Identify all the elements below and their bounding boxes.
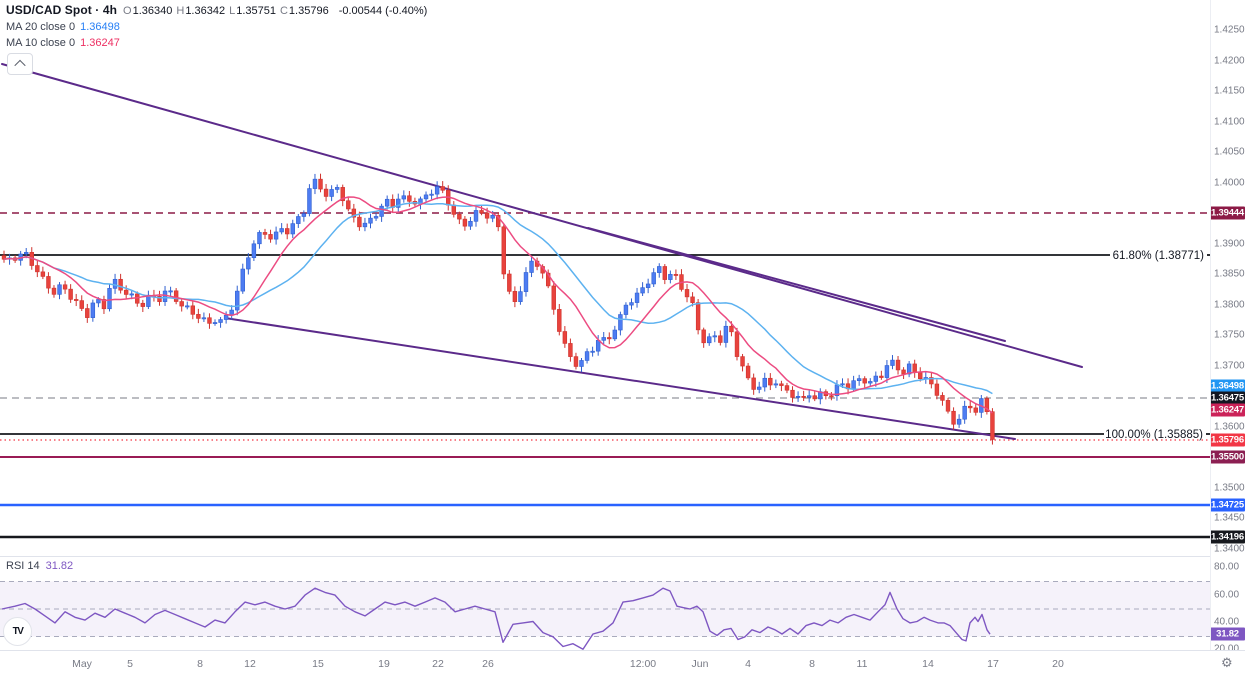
fib-level-label: 100.00% (1.35885)	[1105, 429, 1203, 441]
time-axis-label: 12:00	[629, 658, 657, 670]
price-axis-label: 1.38000	[1214, 299, 1245, 311]
gear-glyph: ⚙	[1221, 655, 1233, 670]
horizontal-price-levels	[0, 212, 1210, 539]
price-badge: 31.82	[1210, 627, 1245, 641]
timezone-settings-gear-icon[interactable]: ⚙	[1221, 655, 1233, 671]
price-axis-label: 40.00	[1214, 616, 1240, 628]
price-badge: 1.35796	[1210, 433, 1245, 447]
price-axis-label: 1.37500	[1214, 329, 1245, 341]
time-axis-label: 22	[432, 658, 444, 670]
price-axis-label: 1.35000	[1214, 482, 1245, 494]
rsi-line	[1, 587, 991, 650]
time-axis-label: 4	[745, 658, 751, 670]
price-axis-label: 20.00	[1214, 643, 1240, 655]
price-axis-label: 1.34500	[1214, 512, 1245, 524]
price-axis-label: 1.39000	[1214, 238, 1245, 250]
ma10-value: 1.36247	[80, 37, 120, 49]
ohlc-item: C1.35796	[279, 5, 329, 17]
ma20-legend-row: MA 20 close 0 1.36498	[6, 21, 427, 33]
chart-legend: USD/CAD Spot · 4h O1.36340 H1.36342 L1.357…	[6, 3, 427, 49]
price-badge: 1.34725	[1210, 498, 1245, 512]
ohlc-item: H1.36342	[176, 5, 226, 17]
time-axis[interactable]: May 5 8 12 15 19 22 26 12:00 Jun 4 8 11 14 17 20	[0, 650, 1245, 677]
price-axis-border	[1210, 0, 1211, 650]
pane-divider[interactable]	[0, 556, 1245, 557]
ohlc-values: O1.36340 H1.36342 L1.35751 C1.35796	[123, 5, 333, 17]
collapse-legend-button[interactable]	[7, 53, 33, 75]
rsi-legend-row: RSI 14 31.82	[6, 560, 73, 572]
rsi-value: 31.82	[45, 560, 74, 572]
price-badge: 1.36475	[1210, 391, 1245, 405]
fib-retracement-levels: 61.80% (1.38771) 100.00% (1.35885)	[0, 250, 1210, 441]
time-axis-label: 12	[244, 658, 256, 670]
time-axis-label: Jun	[691, 658, 709, 670]
ma10-label: MA 10 close 0	[6, 37, 76, 49]
price-badge: 1.35500	[1210, 450, 1245, 464]
price-badge: 1.36498	[1210, 379, 1245, 393]
price-axis-label: 1.41000	[1214, 116, 1245, 128]
rsi-plot	[1, 587, 991, 650]
ma20	[3, 201, 993, 395]
time-axis-label: 11	[856, 658, 868, 670]
ma20-line	[3, 201, 993, 395]
symbol-row: USD/CAD Spot · 4h O1.36340 H1.36342 L1.357…	[6, 3, 427, 17]
price-axis-label: 1.42500	[1214, 24, 1245, 36]
chevron-up-icon	[14, 59, 26, 72]
price-axis-label: 1.36000	[1214, 421, 1245, 433]
price-axis-label: 1.40500	[1214, 146, 1245, 158]
ma20-value: 1.36498	[80, 21, 120, 33]
ma10	[3, 196, 993, 414]
ma10-legend-row: MA 10 close 0 1.36247	[6, 37, 427, 49]
ohlc-item: O1.36340	[123, 5, 173, 17]
tradingview-logo-text: TV	[12, 626, 24, 637]
price-axis-label: 1.37000	[1214, 360, 1245, 372]
ma10-line	[3, 196, 993, 414]
time-axis-label: 19	[378, 658, 390, 670]
price-badge: 1.39444	[1210, 206, 1245, 220]
time-axis-label: 17	[987, 658, 999, 670]
rsi-label: RSI 14	[6, 560, 40, 572]
trendlines	[1, 63, 1083, 440]
time-axis-label: 26	[482, 658, 494, 670]
chart-canvas[interactable]: 61.80% (1.38771) 100.00% (1.35885)	[0, 0, 1210, 650]
price-axis-label: 1.40000	[1214, 177, 1245, 189]
price-badge: 1.36247	[1210, 403, 1245, 417]
price-axis-label: 1.41500	[1214, 85, 1245, 97]
time-axis-label: 15	[312, 658, 324, 670]
fib-level-label: 61.80% (1.38771)	[1113, 250, 1205, 262]
price-axis-label: 1.42000	[1214, 55, 1245, 67]
ma20-label: MA 20 close 0	[6, 21, 76, 33]
rsi-pane	[0, 581, 1210, 637]
price-axis-label: 1.38500	[1214, 268, 1245, 280]
price-badge: 1.34196	[1210, 530, 1245, 544]
time-axis-label: 14	[922, 658, 934, 670]
time-axis-label: 5	[127, 658, 133, 670]
ohlc-item: L1.35751	[229, 5, 276, 17]
time-axis-label: 8	[809, 658, 815, 670]
price-axis[interactable]: 1.42500 1.42000 1.41500 1.41000 1.40500 1.400…	[1210, 0, 1245, 655]
price-axis-label: 60.00	[1214, 589, 1240, 601]
time-axis-label: May	[72, 658, 92, 670]
time-axis-label: 8	[197, 658, 203, 670]
price-axis-label: 1.34000	[1214, 543, 1245, 555]
price-axis-label: 80.00	[1214, 561, 1240, 573]
time-axis-label: 20	[1052, 658, 1064, 670]
symbol-title: USD/CAD Spot · 4h	[6, 3, 118, 17]
candlesticks	[1, 173, 995, 445]
tradingview-logo[interactable]: TV	[3, 617, 32, 646]
change-value: -0.00544 (-0.40%)	[338, 5, 428, 17]
